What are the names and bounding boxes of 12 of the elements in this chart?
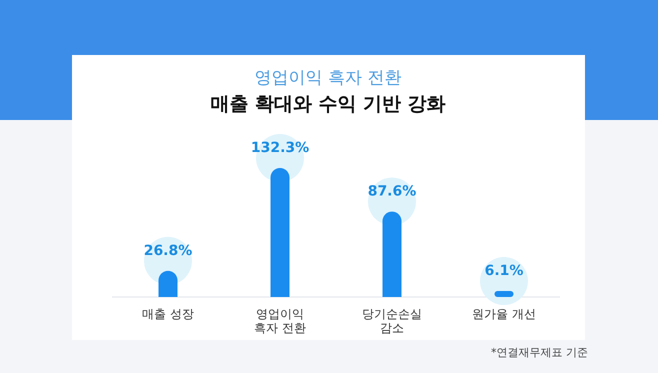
x-tick-label: 영업이익 흑자 전환 <box>254 307 306 335</box>
data-label: 26.8% <box>144 242 192 259</box>
bar <box>494 291 514 297</box>
chart-title: 매출 확대와 수익 기반 강화 <box>210 93 446 115</box>
data-label: 6.1% <box>484 263 524 280</box>
x-tick-label: 당기순손실 감소 <box>362 307 422 335</box>
chart-subtitle: 영업이익 흑자 전환 <box>254 68 402 88</box>
x-tick-label: 매출 성장 <box>142 307 194 321</box>
x-tick-label: 원가율 개선 <box>472 307 536 321</box>
text: *연결재무제표 기준 <box>491 346 588 359</box>
data-label: 87.6% <box>368 184 416 200</box>
data-label: 132.3% <box>250 140 310 156</box>
